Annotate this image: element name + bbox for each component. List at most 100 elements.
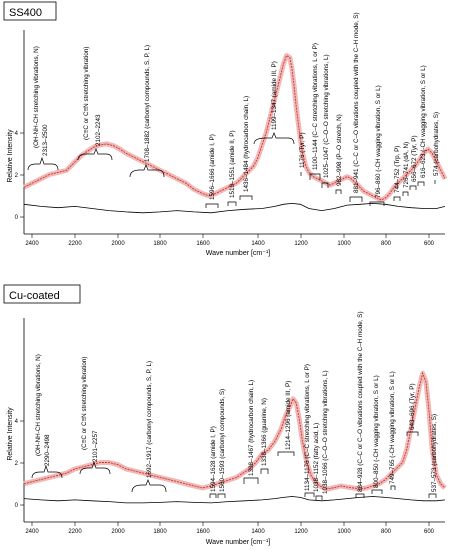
x-tick-label: 1800 xyxy=(153,241,167,247)
bracket-537-573 xyxy=(428,493,437,498)
y-ticks: 0 2 4 xyxy=(15,419,24,509)
annotation-brackets xyxy=(31,431,437,500)
panel-cu-coated: Cu-coated Relative Intensity 0 2 4 2400 … xyxy=(3,284,447,546)
annotation-label: 2290–2498 xyxy=(44,434,51,466)
panel-title-box xyxy=(3,284,81,304)
annotation-label: 574 (carbohydrates, S) xyxy=(433,112,440,176)
series-group xyxy=(22,53,448,214)
panel-ss400: SS400 Relative Intensity 0 2 4 2400 2200… xyxy=(3,1,448,257)
bracket-1708-1882 xyxy=(129,164,165,178)
x-tick-label: 1600 xyxy=(196,241,210,247)
bracket-1038-1066 xyxy=(315,495,323,500)
series-line-reference xyxy=(23,496,446,504)
annotation-label: 1519–1551 (amide II, P) xyxy=(229,130,236,198)
bracket-1100-1144 xyxy=(309,173,321,180)
annotation-label: 884–928 (C–C or C–O vibrations coupled w… xyxy=(357,311,364,492)
bracket-1692-1917 xyxy=(131,479,167,493)
bracket-1436-1484 xyxy=(239,195,253,200)
annotation-label: (OH-NH-CH stretching vibrations, N) xyxy=(35,354,42,456)
annotation-label: 1134–1176 (C–C stretching vibrations, L … xyxy=(304,364,311,491)
annotation-label: 1214–1296 (amide III, P) xyxy=(285,381,292,450)
bracket-2102-2243 xyxy=(77,148,113,161)
annotation-label: (C≡C or C≡N stretching vibration) xyxy=(81,357,88,450)
series-line-reference xyxy=(23,202,446,214)
bracket-2313-2500 xyxy=(27,156,59,171)
annotation-label: 800–850 (-CH wagging vibration, S or L) xyxy=(373,375,380,488)
annotation-label: 643–696 (Tyr, P) xyxy=(409,383,416,430)
x-tick-label: 600 xyxy=(424,529,435,535)
panel-title: Cu-coated xyxy=(9,290,60,302)
annotation-label: 1594–1628 (amide I, P) xyxy=(210,426,217,492)
bracket-1338-1366 xyxy=(260,468,269,474)
y-tick-label: 0 xyxy=(15,503,19,509)
series-line-sample xyxy=(23,371,446,490)
bracket-656-672 xyxy=(409,185,417,190)
annotation-label: 1708–1882 (carbonyl compounds, S, P, L) xyxy=(144,45,151,162)
x-axis-label: Wave number [cm⁻¹] xyxy=(206,539,271,546)
y-tick-label: 4 xyxy=(15,131,19,137)
x-tick-label: 2400 xyxy=(25,529,39,535)
annotation-label: 537–573 (carbohydrates, S) xyxy=(431,414,438,492)
series-line-sample xyxy=(23,54,446,201)
bracket-1596-1666 xyxy=(205,203,219,208)
y-tick-label: 2 xyxy=(15,173,19,179)
panel-title: SS400 xyxy=(9,7,42,19)
y-tick-label: 4 xyxy=(15,419,19,425)
annotation-label: 656–672 (Tyr, P) xyxy=(411,135,418,182)
x-tick-label: 1200 xyxy=(294,529,308,535)
x-tick-label: 800 xyxy=(381,241,392,247)
bracket-796-860 xyxy=(369,201,385,206)
bracket-1594-1628 xyxy=(209,493,217,498)
annotations: (OH-NH-CH stretching vibrations, N) 2290… xyxy=(31,311,438,500)
x-tick-label: 1800 xyxy=(153,529,167,535)
x-tick-label: 1000 xyxy=(337,529,351,535)
x-tick-label: 2000 xyxy=(111,529,125,535)
bracket-749-765 xyxy=(390,485,396,490)
annotation-label: 881–941 (C–C or C–O vibrations coupled w… xyxy=(353,12,360,193)
bracket-744-752 xyxy=(393,196,401,201)
y-tick-label: 0 xyxy=(15,215,19,221)
x-ticks: 2400 2200 2000 1800 1600 1400 1200 1000 … xyxy=(25,234,435,247)
annotation-label: 1038–1066 (C–O–O stretching vibrations, … xyxy=(322,370,329,494)
annotation-label: 1038–1152 (fatty acid, L) xyxy=(313,423,320,492)
y-tick-label: 2 xyxy=(15,461,19,467)
bracket-1519-1551 xyxy=(227,201,237,206)
bracket-616-623 xyxy=(417,181,425,186)
y-ticks: 0 2 4 xyxy=(15,131,24,221)
x-tick-label: 1400 xyxy=(251,529,265,535)
bracket-1199-1347 xyxy=(253,132,295,145)
annotation-label: 2102–2243 xyxy=(95,114,102,146)
annotation-label: (OH-NH-CH stretching vibrations, N) xyxy=(33,46,40,148)
annotation-label: 982–998 (P–O stretch, N) xyxy=(336,114,343,186)
annotation-label: 1100–1144 (C–C stretching vibrations, L … xyxy=(312,43,319,170)
x-tick-label: 2000 xyxy=(111,241,125,247)
annotation-label: 1436–1484 (hydrocarbon chain, L) xyxy=(243,96,250,192)
annotation-label: (C≡C or C≡N stretching vibration) xyxy=(83,47,90,140)
x-tick-label: 1400 xyxy=(251,241,265,247)
bracket-884-928 xyxy=(355,493,365,498)
bracket-1560-1593 xyxy=(217,493,226,498)
annotation-label: 1025–1047 (C–O–O stretching vibrations, … xyxy=(323,54,330,178)
annotation-label: 2101–2257 xyxy=(92,430,99,462)
bracket-1025-1047 xyxy=(321,182,329,188)
x-tick-label: 1600 xyxy=(196,529,210,535)
bracket-1134-1176 xyxy=(304,492,315,497)
y-axis-label: Relative Intensity xyxy=(7,129,14,183)
bracket-982-998 xyxy=(335,189,342,194)
annotation-label: 1338–1366 (guanine, N) xyxy=(261,398,268,466)
series-group xyxy=(23,370,447,504)
annotation-label: 616–623 (-CH wagging vibration, S or L) xyxy=(420,65,427,178)
annotation-label: 1596–1666 (amide I, P) xyxy=(209,134,216,200)
bracket-881-941 xyxy=(349,196,363,202)
annotation-label: 1560–1593 (carbonyl compounds, S) xyxy=(219,389,226,492)
bracket-800-850 xyxy=(371,489,383,494)
annotation-label: 1692–1917 (carbonyl compounds, S, P, L) xyxy=(146,361,153,478)
x-axis-label: Wave number [cm⁻¹] xyxy=(206,250,271,257)
bracket-643-696 xyxy=(406,431,419,436)
bracket-726-741 xyxy=(402,191,409,196)
bracket-2101-2257 xyxy=(79,460,111,475)
annotation-label: 1199–1347 (amide III, P) xyxy=(271,61,278,130)
x-tick-label: 2200 xyxy=(68,529,82,535)
annotation-label: 1398–1467 (hydrocarbon chain, L) xyxy=(248,380,255,476)
